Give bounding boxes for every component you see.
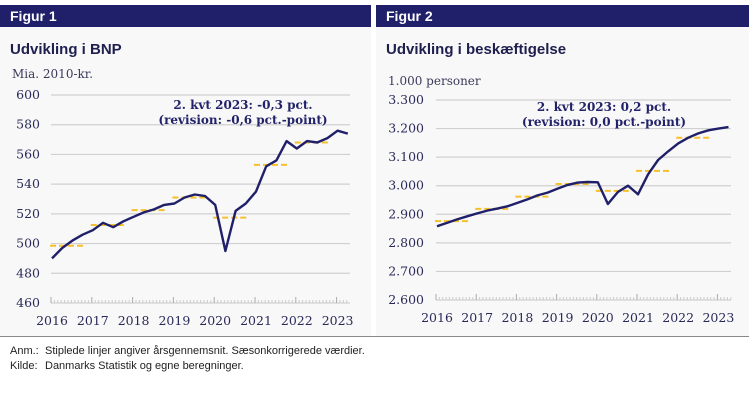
x-tick-label: 2022: [281, 313, 313, 328]
chart-annotation: (revision: -0,6 pct.-point): [158, 113, 327, 127]
y-tick-label: 560: [16, 146, 40, 161]
figure-1-title: Udvikling i BNP: [10, 41, 122, 58]
x-tick-label: 2016: [421, 310, 453, 325]
x-tick-label: 2019: [158, 313, 190, 328]
y-tick-label: 2.900: [388, 206, 424, 221]
y-tick-label: 480: [16, 265, 40, 280]
y-axis-unit-label: Mia. 2010-kr.: [12, 67, 93, 81]
chart-annotation: 2. kvt 2023: -0,3 pct.: [173, 98, 312, 112]
note-row: Anm.: Stiplede linjer angiver årsgennems…: [10, 344, 365, 359]
y-tick-label: 600: [16, 87, 40, 102]
quarterly-series-line: [436, 125, 729, 228]
y-tick-label: 2.800: [388, 235, 424, 250]
figure-1-label: Figur 1: [0, 5, 371, 27]
y-tick-label: 2.700: [388, 263, 424, 278]
x-tick-label: 2023: [702, 310, 734, 325]
y-tick-label: 3.000: [388, 178, 424, 193]
x-tick-label: 2017: [77, 313, 109, 328]
footer-divider: [0, 336, 749, 337]
source-label: Kilde:: [10, 360, 38, 372]
y-tick-label: 3.300: [388, 92, 424, 107]
employment-chart: 1.000 personer 3.300 3.200 3.100 3.000 2.900 2…: [388, 74, 734, 325]
x-tick-label: 2021: [622, 310, 654, 325]
figure-2-label: Figur 2: [376, 5, 749, 27]
note-text: Stiplede linjer angiver årsgennemsnit. S…: [45, 345, 365, 357]
x-tick-label: 2019: [542, 310, 574, 325]
gdp-chart: Mia. 2010-kr. 600 580 560 540 520 500 480 460 201…: [12, 67, 354, 328]
x-tick-label: 2022: [662, 310, 694, 325]
chart-notes: Anm.: Stiplede linjer angiver årsgennems…: [10, 344, 365, 374]
y-tick-label: 460: [16, 295, 40, 310]
y-tick-label: 3.100: [388, 149, 424, 164]
quarterly-series-line: [51, 129, 349, 260]
x-tick-label: 2021: [240, 313, 272, 328]
chart-annotation: (revision: 0,0 pct.-point): [522, 115, 686, 129]
y-tick-label: 520: [16, 206, 40, 221]
note-label: Anm.:: [10, 345, 39, 357]
x-tick-label: 2020: [199, 313, 231, 328]
figure-2-title: Udvikling i beskæftigelse: [386, 41, 567, 58]
x-tick-label: 2016: [36, 313, 68, 328]
x-tick-label: 2023: [322, 313, 354, 328]
y-tick-label: 580: [16, 117, 40, 132]
figure-1-panel: Figur 1 Udvikling i BNP Mia. 2010-kr. 600…: [0, 5, 371, 336]
x-tick-label: 2020: [582, 310, 614, 325]
y-tick-label: 3.200: [388, 121, 424, 136]
x-tick-label: 2017: [461, 310, 493, 325]
y-tick-label: 540: [16, 176, 40, 191]
y-axis-unit-label: 1.000 personer: [388, 74, 481, 88]
y-tick-label: 2.600: [388, 292, 424, 307]
x-tick-label: 2018: [501, 310, 533, 325]
source-text: Danmarks Statistik og egne beregninger.: [45, 360, 244, 372]
source-row: Kilde: Danmarks Statistik og egne beregn…: [10, 359, 365, 374]
chart-annotation: 2. kvt 2023: 0,2 pct.: [537, 100, 671, 114]
x-tick-label: 2018: [118, 313, 150, 328]
y-tick-label: 500: [16, 236, 40, 251]
figure-2-panel: Figur 2 Udvikling i beskæftigelse 1.000 …: [376, 5, 749, 336]
